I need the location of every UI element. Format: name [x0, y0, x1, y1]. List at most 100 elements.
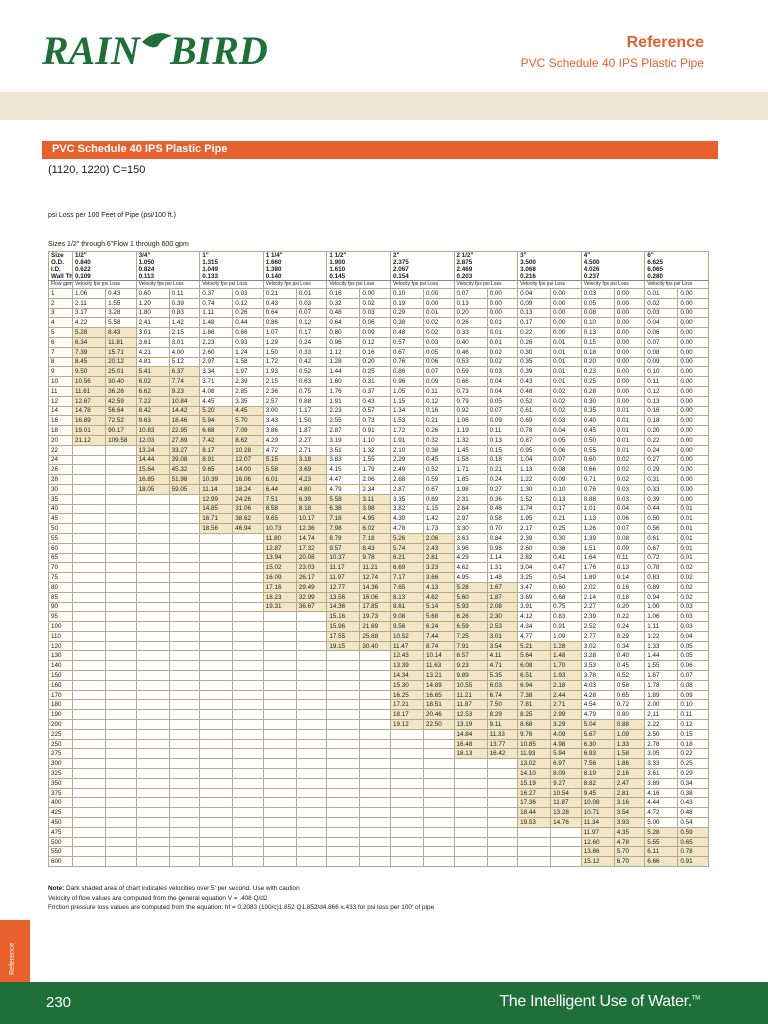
psi-loss-cell: 0.00 — [613, 288, 646, 299]
velocity-cell: 0.16 — [644, 405, 679, 417]
psi-loss-cell: 0.07 — [423, 366, 455, 378]
velocity-cell — [135, 797, 170, 809]
velocity-cell: 17.36 — [517, 797, 552, 809]
velocity-cell: 6.93 — [580, 748, 615, 760]
psi-loss-cell: 0.36 — [550, 542, 582, 554]
velocity-cell: 0.76 — [580, 483, 615, 495]
psi-loss-cell: 1.87 — [295, 425, 328, 436]
psi-loss-cell: 9.27 — [550, 777, 582, 789]
loss-note: psi Loss per 100 Feet of Pipe (psi/100 f… — [48, 212, 177, 219]
velocity-cell: 12.43 — [389, 650, 425, 662]
velocity-cell — [135, 513, 170, 525]
velocity-cell — [71, 591, 107, 603]
velocity-cell: 1.64 — [580, 552, 615, 564]
velocity-cell: 0.20 — [644, 425, 679, 436]
table-row: 475 11.97 4.35 5.28 0.59 — [48, 826, 709, 838]
velocity-cell: 6.34 — [71, 336, 107, 348]
velocity-cell: 4.62 — [453, 562, 488, 574]
psi-loss-cell: 3.66 — [423, 572, 455, 583]
velocity-cell: 4.44 — [644, 797, 679, 809]
velocity-cell: 0.09 — [644, 356, 679, 368]
velocity-cell: 1.44 — [644, 650, 679, 662]
velocity-cell: 6.68 — [199, 425, 234, 436]
psi-loss-cell: 21.69 — [359, 621, 391, 632]
psi-loss-cell — [168, 650, 201, 662]
velocity-cell — [326, 777, 361, 789]
psi-loss-cell — [486, 817, 519, 828]
velocity-cell — [135, 679, 170, 691]
psi-loss-cell: 0.21 — [486, 464, 519, 476]
velocity-loss-label: Velocity fps psi Loss — [644, 280, 709, 289]
velocity-cell — [135, 650, 170, 662]
psi-loss-cell: 0.07 — [486, 405, 519, 417]
psi-loss-cell: 0.83 — [168, 307, 201, 319]
psi-loss-cell: 0.70 — [486, 523, 519, 534]
psi-loss-cell: 0.01 — [613, 444, 646, 456]
psi-loss-cell — [168, 689, 201, 701]
psi-loss-cell: 16.65 — [423, 689, 455, 701]
velocity-cell: 2.39 — [580, 611, 615, 623]
psi-loss-cell: 1.55 — [359, 454, 391, 466]
velocity-cell: 2.68 — [389, 474, 425, 485]
velocity-cell: 0.96 — [389, 376, 425, 387]
psi-loss-cell: 0.09 — [550, 474, 582, 485]
psi-loss-cell — [295, 846, 328, 858]
psi-loss-cell: 0.54 — [550, 572, 582, 583]
psi-loss-cell — [105, 630, 137, 642]
psi-loss-cell: 2.27 — [295, 434, 328, 446]
velocity-cell — [262, 836, 297, 848]
psi-loss-cell: 2.71 — [550, 699, 582, 711]
velocity-cell — [199, 826, 234, 838]
velocity-cell: 16.85 — [135, 474, 170, 485]
psi-loss-cell: 8.09 — [550, 768, 582, 779]
table-row: 110 17.55 25.88 10.52 7.44 7.25 3.01 4.77 1.09 2.… — [48, 630, 709, 642]
flow-gpm-cell: 70 — [48, 562, 73, 574]
psi-loss-cell: 1.32 — [359, 444, 391, 456]
psi-loss-cell — [486, 758, 519, 770]
velocity-cell — [71, 581, 107, 593]
velocity-cell: 10.52 — [389, 630, 425, 642]
psi-loss-cell: 0.18 — [613, 591, 646, 603]
psi-loss-cell — [232, 630, 264, 642]
velocity-cell: 0.22 — [517, 327, 552, 338]
velocity-cell: 13.56 — [326, 591, 361, 603]
psi-loss-cell — [232, 532, 264, 544]
velocity-cell — [199, 670, 234, 681]
psi-loss-cell — [105, 474, 137, 485]
table-row: 400 17.36 11.87 10.08 3.16 4.44 0.43 — [48, 797, 709, 809]
velocity-cell: 1.30 — [517, 483, 552, 495]
velocity-cell: 18.13 — [453, 748, 488, 760]
velocity-cell: 3.71 — [199, 376, 234, 387]
velocity-cell: 3.63 — [453, 532, 488, 544]
flow-gpm-cell: 8 — [48, 356, 73, 368]
velocity-cell — [199, 748, 234, 760]
velocity-cell: 3.43 — [262, 415, 297, 427]
psi-loss-cell: 1.24 — [232, 346, 264, 358]
velocity-cell: 1.15 — [389, 395, 425, 407]
psi-loss-cell — [423, 787, 455, 799]
velocity-cell: 1.05 — [389, 385, 425, 397]
velocity-cell: 2.49 — [389, 464, 425, 476]
velocity-cell: 0.12 — [644, 385, 679, 397]
flow-gpm-cell: 6 — [48, 336, 73, 348]
psi-loss-cell — [359, 768, 391, 779]
psi-loss-cell: 5.58 — [105, 317, 137, 329]
table-row: 450 19.53 14.76 11.34 3.93 5.00 0.54 — [48, 817, 709, 828]
psi-loss-cell — [295, 670, 328, 681]
psi-loss-cell: 3.23 — [423, 562, 455, 574]
velocity-cell: 0.06 — [644, 327, 679, 338]
psi-loss-cell — [105, 807, 137, 819]
psi-loss-cell: 0.01 — [550, 336, 582, 348]
psi-loss-cell: 1.14 — [486, 552, 519, 564]
psi-loss-cell: 0.18 — [677, 738, 709, 750]
header-band — [0, 92, 768, 120]
velocity-cell — [135, 532, 170, 544]
psi-loss-cell — [359, 689, 391, 701]
psi-loss-cell: 2.39 — [232, 376, 264, 387]
psi-loss-cell — [486, 836, 519, 848]
psi-loss-cell: 5.94 — [550, 748, 582, 760]
psi-loss-cell — [105, 562, 137, 574]
pipe-size-header: 3" 3.500 3.068 0.216 — [517, 251, 582, 281]
psi-loss-cell — [359, 836, 391, 848]
psi-loss-cell: 0.52 — [295, 366, 328, 378]
